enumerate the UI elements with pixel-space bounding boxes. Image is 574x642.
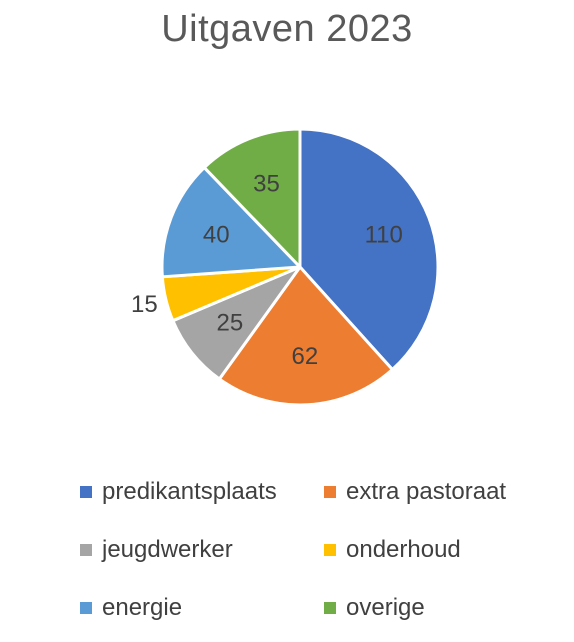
pie-slice-predikantsplaats <box>298 127 440 372</box>
legend-item-jeugdwerker: jeugdwerker <box>80 536 233 564</box>
data-label: 35 <box>253 170 280 197</box>
data-label: 40 <box>203 221 230 248</box>
legend-label: extra pastoraat <box>346 478 507 505</box>
pie-slice-energie <box>160 166 302 279</box>
legend-item-extra-pastoraat: extra pastoraat <box>324 478 506 506</box>
legend-swatch <box>324 544 336 556</box>
pie-slice-extra-pastoraat <box>217 265 394 407</box>
legend-swatch <box>324 486 336 498</box>
legend-swatch <box>80 544 92 556</box>
pie-chart: 110 62 25 15 40 35 <box>131 127 440 407</box>
legend-item-overige: overige <box>324 594 425 622</box>
data-label: 15 <box>131 291 158 318</box>
data-label: 110 <box>365 221 403 248</box>
legend-label: onderhoud <box>346 536 461 563</box>
legend-label: energie <box>102 594 183 621</box>
legend-label: overige <box>346 594 425 621</box>
legend-label: predikantsplaats <box>102 478 277 505</box>
chart-title: Uitgaven 2023 <box>161 8 413 50</box>
legend-swatch <box>80 486 92 498</box>
data-label: 25 <box>217 309 244 336</box>
legend-label: jeugdwerker <box>102 536 233 563</box>
legend-swatch <box>324 602 336 614</box>
legend-item-energie: energie <box>80 594 182 622</box>
pie-slice-overige <box>202 127 302 269</box>
data-label: 62 <box>292 343 319 370</box>
legend-swatch <box>80 602 92 614</box>
legend-item-onderhoud: onderhoud <box>324 536 461 564</box>
legend-item-predikantsplaats: predikantsplaats <box>80 478 277 506</box>
